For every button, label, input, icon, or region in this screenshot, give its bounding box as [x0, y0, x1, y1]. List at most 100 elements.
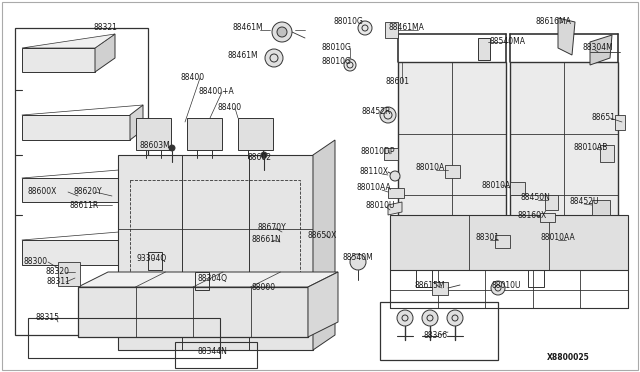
Polygon shape — [22, 115, 130, 140]
Circle shape — [397, 310, 413, 326]
Circle shape — [344, 59, 356, 71]
Text: 88461M: 88461M — [228, 51, 259, 60]
Bar — [380, 302, 498, 360]
Text: 88461MA: 88461MA — [388, 23, 424, 32]
Polygon shape — [238, 118, 273, 150]
Polygon shape — [22, 48, 95, 72]
Text: 88400: 88400 — [218, 103, 242, 112]
Polygon shape — [432, 282, 448, 295]
Polygon shape — [384, 148, 398, 160]
Circle shape — [272, 22, 292, 42]
Text: 88540MA: 88540MA — [490, 38, 526, 46]
Polygon shape — [592, 200, 610, 215]
Text: 88620Y: 88620Y — [74, 187, 102, 196]
Bar — [510, 62, 618, 267]
Text: 88651: 88651 — [592, 113, 616, 122]
Circle shape — [358, 21, 372, 35]
Polygon shape — [540, 213, 555, 222]
Polygon shape — [187, 118, 222, 150]
Text: 88010A: 88010A — [415, 164, 445, 173]
Polygon shape — [600, 145, 614, 162]
Polygon shape — [390, 215, 628, 270]
Circle shape — [265, 49, 283, 67]
Text: 88344N: 88344N — [197, 347, 227, 356]
Polygon shape — [510, 182, 525, 195]
Text: 88010AB: 88010AB — [574, 144, 608, 153]
Text: 88311: 88311 — [46, 278, 70, 286]
Bar — [416, 267, 432, 287]
Polygon shape — [308, 272, 338, 337]
Polygon shape — [22, 240, 130, 265]
Bar — [175, 342, 257, 368]
Polygon shape — [118, 155, 313, 350]
Polygon shape — [22, 178, 130, 202]
Circle shape — [447, 310, 463, 326]
Text: 88010U: 88010U — [492, 280, 521, 289]
Text: 88010G: 88010G — [321, 58, 351, 67]
Circle shape — [380, 107, 396, 123]
Text: 88661N: 88661N — [251, 235, 281, 244]
Circle shape — [491, 281, 505, 295]
Text: 88450N: 88450N — [520, 193, 550, 202]
Text: 88602: 88602 — [247, 154, 271, 163]
Text: 88160X: 88160X — [517, 211, 547, 219]
Polygon shape — [388, 188, 404, 198]
Text: 88010A: 88010A — [481, 180, 511, 189]
Bar — [195, 272, 209, 290]
Text: 93304Q: 93304Q — [137, 253, 167, 263]
Polygon shape — [78, 272, 338, 287]
Polygon shape — [545, 195, 558, 210]
Bar — [478, 38, 490, 60]
Circle shape — [169, 145, 175, 151]
Text: 88616MA: 88616MA — [535, 17, 571, 26]
Text: 88010DP: 88010DP — [361, 148, 396, 157]
Polygon shape — [95, 34, 115, 72]
Text: 88615M: 88615M — [415, 280, 445, 289]
Polygon shape — [313, 140, 335, 350]
Text: 88603M: 88603M — [140, 141, 170, 150]
Text: 88601: 88601 — [386, 77, 410, 87]
Polygon shape — [130, 230, 143, 265]
Polygon shape — [136, 118, 171, 150]
Text: 88320: 88320 — [46, 267, 70, 276]
Polygon shape — [495, 235, 510, 248]
Circle shape — [261, 152, 267, 158]
Text: 88300: 88300 — [24, 257, 48, 266]
Polygon shape — [615, 115, 625, 130]
Polygon shape — [445, 165, 460, 178]
Polygon shape — [78, 287, 308, 337]
Text: 88611R: 88611R — [69, 201, 99, 209]
Polygon shape — [58, 262, 80, 286]
Text: 88321: 88321 — [93, 23, 117, 32]
Text: 88315: 88315 — [36, 314, 60, 323]
Text: 88010AA: 88010AA — [541, 234, 575, 243]
Text: 88400: 88400 — [181, 74, 205, 83]
Text: 88452U: 88452U — [569, 198, 599, 206]
Text: 88400+A: 88400+A — [198, 87, 234, 96]
Circle shape — [277, 27, 287, 37]
Text: 88600X: 88600X — [28, 187, 57, 196]
Polygon shape — [388, 202, 402, 215]
Bar — [528, 267, 544, 287]
Polygon shape — [130, 105, 143, 140]
Circle shape — [390, 171, 400, 181]
Text: 88000: 88000 — [252, 283, 276, 292]
Text: 88010G: 88010G — [321, 44, 351, 52]
Text: X8800025: X8800025 — [547, 353, 589, 362]
Circle shape — [422, 310, 438, 326]
Bar — [130, 180, 300, 325]
Text: 88110X: 88110X — [360, 167, 388, 176]
Text: 88452R: 88452R — [362, 108, 390, 116]
Text: 88540M: 88540M — [342, 253, 373, 263]
Text: 88670Y: 88670Y — [258, 224, 286, 232]
Bar — [15, 28, 148, 335]
Text: 88304Q: 88304Q — [197, 273, 227, 282]
Text: 88010U: 88010U — [365, 201, 395, 209]
Text: 88301: 88301 — [476, 234, 500, 243]
Text: 88304M: 88304M — [582, 44, 613, 52]
Polygon shape — [558, 18, 575, 55]
Text: 88366: 88366 — [424, 330, 448, 340]
Polygon shape — [130, 168, 143, 202]
Text: 88010G: 88010G — [333, 17, 363, 26]
Bar — [398, 62, 506, 267]
